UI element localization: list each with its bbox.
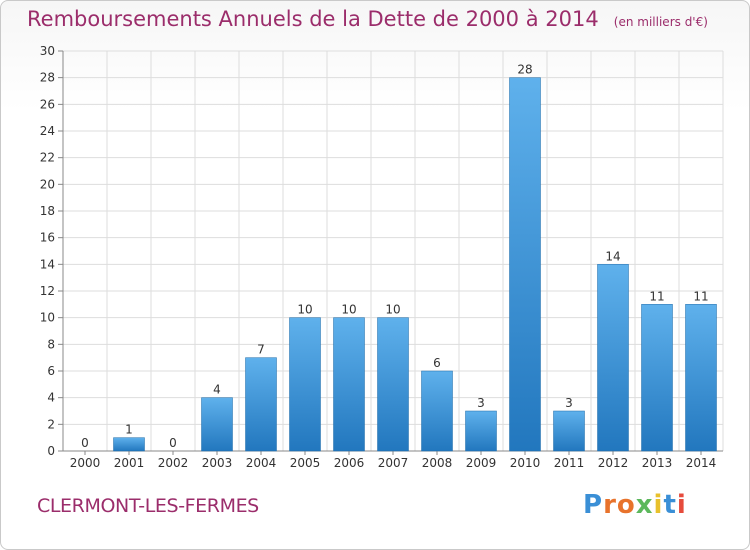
x-tick-label: 2001 — [114, 456, 145, 470]
y-tick-label: 22 — [40, 151, 55, 165]
chart-unit: (en milliers d'€) — [613, 15, 708, 29]
bar-value-label: 10 — [297, 303, 312, 317]
bar — [465, 410, 497, 452]
bar-value-label: 1 — [125, 423, 133, 437]
chart-title-text: Remboursements Annuels de la Dette de 20… — [27, 7, 599, 31]
bar — [509, 77, 541, 452]
logo-letter: i — [676, 490, 687, 520]
y-tick-label: 24 — [40, 124, 55, 138]
x-tick-label: 2013 — [642, 456, 673, 470]
bar-value-label: 10 — [341, 303, 356, 317]
logo-letter: o — [616, 490, 636, 520]
y-tick-label: 12 — [40, 284, 55, 298]
bar — [421, 370, 453, 452]
chart-title: Remboursements Annuels de la Dette de 20… — [27, 7, 708, 31]
x-tick-label: 2004 — [246, 456, 277, 470]
commune-name: CLERMONT-LES-FERMES — [37, 495, 259, 517]
x-tick-label: 2014 — [686, 456, 717, 470]
bar-value-label: 6 — [433, 356, 441, 370]
y-tick-label: 4 — [47, 391, 55, 405]
bar-value-label: 28 — [517, 63, 532, 77]
bar — [597, 264, 629, 452]
bar-value-label: 0 — [81, 436, 89, 450]
bar-value-label: 3 — [565, 396, 573, 410]
y-tick-label: 26 — [40, 97, 55, 111]
x-tick-label: 2000 — [70, 456, 101, 470]
bar — [641, 304, 673, 452]
bars — [113, 77, 717, 452]
bar — [377, 317, 409, 452]
proxiti-logo[interactable]: Proxiti — [583, 490, 687, 520]
y-tick-label: 16 — [40, 231, 55, 245]
logo-letter: x — [635, 490, 654, 520]
bar-value-label: 3 — [477, 396, 485, 410]
logo-letter: i — [653, 490, 664, 520]
x-tick-label: 2009 — [466, 456, 497, 470]
x-tick-label: 2010 — [510, 456, 541, 470]
bar-value-label: 11 — [693, 289, 708, 303]
y-tick-label: 30 — [40, 44, 55, 58]
bar-value-label: 0 — [169, 436, 177, 450]
bar — [685, 304, 717, 452]
logo-letter: t — [663, 490, 677, 520]
y-tick-label: 2 — [47, 417, 55, 431]
bar — [113, 437, 145, 452]
y-tick-label: 18 — [40, 204, 55, 218]
x-tick-label: 2003 — [202, 456, 233, 470]
bar — [245, 357, 277, 452]
bar-value-label: 4 — [213, 383, 221, 397]
x-tick-label: 2005 — [290, 456, 321, 470]
bar-value-label: 7 — [257, 343, 265, 357]
x-tick-label: 2008 — [422, 456, 453, 470]
x-tick-label: 2007 — [378, 456, 409, 470]
bar — [553, 410, 585, 452]
x-tick-label: 2002 — [158, 456, 189, 470]
x-tick-label: 2011 — [554, 456, 585, 470]
x-tick-label: 2012 — [598, 456, 629, 470]
bar-value-label: 10 — [385, 303, 400, 317]
bar — [333, 317, 365, 452]
bar — [201, 397, 233, 452]
y-tick-label: 0 — [47, 444, 55, 458]
y-tick-label: 14 — [40, 257, 55, 271]
logo-letter: r — [603, 490, 617, 520]
y-tick-label: 6 — [47, 364, 55, 378]
y-tick-label: 20 — [40, 177, 55, 191]
y-tick-label: 28 — [40, 71, 55, 85]
logo-letter: P — [583, 490, 604, 520]
y-tick-label: 10 — [40, 311, 55, 325]
y-tick-label: 8 — [47, 337, 55, 351]
bar-value-label: 11 — [649, 289, 664, 303]
bar-value-label: 14 — [605, 249, 620, 263]
bar — [289, 317, 321, 452]
x-tick-label: 2006 — [334, 456, 365, 470]
